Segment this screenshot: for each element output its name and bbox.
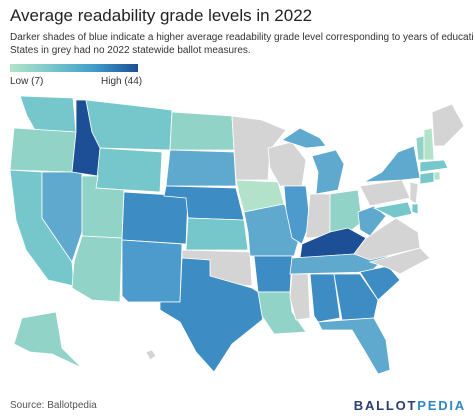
legend-high-label: High (44) — [101, 76, 143, 87]
state-new-mexico[interactable] — [121, 239, 183, 303]
state-minnesota[interactable] — [231, 115, 287, 181]
map-subtitle: Darker shades of blue indicate a higher … — [10, 31, 474, 57]
state-virginia[interactable] — [353, 217, 421, 261]
state-massachusetts[interactable] — [419, 159, 449, 173]
state-new-jersey[interactable] — [409, 181, 419, 205]
state-west-virginia[interactable] — [357, 205, 387, 237]
state-wisconsin[interactable] — [267, 141, 307, 187]
state-south-dakota[interactable] — [165, 149, 237, 187]
state-maine[interactable] — [431, 103, 465, 147]
state-arizona[interactable] — [71, 235, 123, 303]
state-missouri[interactable] — [243, 203, 301, 257]
state-rhode-island[interactable] — [433, 171, 441, 181]
us-map — [9, 95, 465, 375]
state-montana[interactable] — [85, 99, 173, 151]
state-louisiana[interactable] — [257, 291, 307, 335]
state-kansas[interactable] — [185, 217, 249, 251]
state-new-york[interactable] — [363, 145, 421, 183]
state-south-carolina[interactable] — [359, 265, 401, 301]
state-pennsylvania[interactable] — [359, 179, 411, 207]
state-alaska[interactable] — [13, 311, 83, 369]
state-colorado[interactable] — [121, 191, 189, 245]
state-washington[interactable] — [19, 95, 77, 133]
state-hawaii[interactable] — [145, 349, 157, 361]
state-oregon[interactable] — [9, 127, 77, 173]
state-alabama[interactable] — [309, 273, 341, 323]
state-ohio[interactable] — [329, 189, 363, 237]
state-connecticut[interactable] — [419, 171, 435, 185]
state-north-dakota[interactable] — [169, 111, 235, 151]
state-vermont[interactable] — [415, 135, 425, 161]
state-texas[interactable] — [159, 257, 269, 373]
state-arkansas[interactable] — [253, 255, 293, 293]
source-note: Source: Ballotpedia — [10, 400, 97, 411]
state-indiana[interactable] — [305, 193, 331, 239]
state-michigan[interactable] — [311, 149, 345, 195]
logo-part-ballot: BALLOT — [353, 398, 418, 413]
map-title: Average readability grade levels in 2022 — [10, 6, 313, 25]
state-georgia[interactable] — [333, 273, 379, 321]
subtitle-line-2: States in grey had no 2022 statewide bal… — [10, 45, 251, 56]
legend-low-label: Low (7) — [10, 76, 44, 87]
logo-part-pedia: PEDIA — [417, 398, 466, 413]
state-michigan-upper[interactable] — [281, 127, 327, 149]
state-maryland[interactable] — [372, 201, 413, 219]
state-delaware[interactable] — [411, 203, 419, 215]
state-wyoming[interactable] — [95, 147, 163, 193]
subtitle-line-1: Darker shades of blue indicate a higher … — [10, 32, 474, 43]
ballotpedia-logo[interactable]: BALLOTPEDIA — [354, 398, 466, 413]
state-florida[interactable] — [317, 317, 391, 375]
state-mississippi[interactable] — [289, 273, 311, 321]
legend-color-scale — [10, 64, 138, 72]
state-new-hampshire[interactable] — [423, 127, 435, 161]
